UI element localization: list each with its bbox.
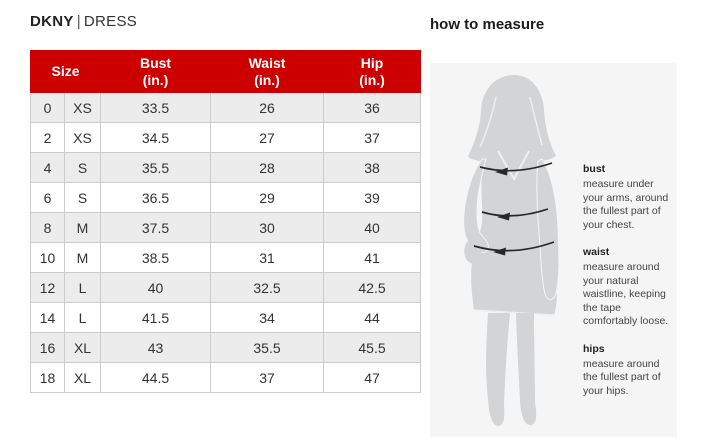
waist-description: measure around your natural waistline, k… [583, 261, 669, 327]
size-row: 6 S 36.5 29 39 [30, 182, 422, 213]
cell-bust: 36.5 [100, 182, 212, 213]
cell-size-num: 18 [30, 362, 65, 393]
bust-section: bust measure under your arms, around the… [583, 163, 673, 232]
cell-size-num: 2 [30, 122, 65, 153]
cell-size-abbr: L [63, 272, 102, 303]
hips-label: hips [583, 342, 605, 355]
waist-arrow-icon [481, 208, 549, 221]
cell-waist: 27 [210, 122, 325, 153]
size-row: 18 XL 44.5 37 47 [30, 362, 422, 393]
cell-size-abbr: M [63, 242, 102, 273]
cell-size-num: 6 [30, 182, 65, 213]
cell-waist: 30 [210, 212, 325, 243]
cell-size-abbr: XL [63, 332, 102, 363]
cell-size-abbr: M [63, 212, 102, 243]
cell-size-num: 10 [30, 242, 65, 273]
cell-waist: 29 [210, 182, 325, 213]
col-header-hip-unit: (in.) [359, 71, 385, 88]
hips-description: measure around the fullest part of your … [583, 357, 661, 397]
cell-waist: 26 [210, 92, 325, 123]
cell-hip: 39 [323, 182, 422, 213]
cell-hip: 38 [323, 152, 422, 183]
waist-section: waist measure around your natural waistl… [583, 246, 673, 329]
table-header-row: Size Bust (in.) Waist (in.) Hip (in.) [29, 50, 422, 93]
cell-bust: 44.5 [100, 362, 212, 393]
brand-name: DKNY [30, 13, 74, 30]
title-separator: | [76, 13, 81, 30]
cell-size-abbr: XL [63, 362, 102, 393]
cell-bust: 41.5 [100, 302, 212, 333]
col-header-hip-label: Hip [360, 54, 384, 71]
size-row: 2 XS 34.5 27 37 [30, 122, 422, 153]
cell-hip: 36 [323, 92, 422, 123]
cell-size-num: 14 [30, 302, 65, 333]
cell-bust: 37.5 [100, 212, 212, 243]
cell-bust: 33.5 [100, 92, 212, 123]
col-header-bust-unit: (in.) [142, 71, 169, 88]
size-chart-table: Size Bust (in.) Waist (in.) Hip (in.) 0 … [29, 50, 422, 393]
col-header-bust-label: Bust [139, 54, 172, 71]
cell-bust: 35.5 [100, 152, 212, 183]
cell-size-num: 8 [30, 212, 65, 243]
cell-size-abbr: L [63, 302, 102, 333]
cell-size-abbr: XS [63, 92, 102, 123]
cell-bust: 43 [100, 332, 212, 363]
bust-description: measure under your arms, around the full… [583, 178, 669, 231]
cell-hip: 41 [323, 242, 422, 273]
waist-label: waist [583, 246, 610, 258]
hips-arrow-icon [473, 241, 555, 256]
size-row: 14 L 41.5 34 44 [30, 302, 422, 333]
cell-hip: 37 [323, 122, 422, 153]
product-name: DRESS [83, 13, 138, 30]
cell-waist: 35.5 [210, 332, 325, 363]
cell-waist: 31 [210, 242, 325, 273]
cell-bust: 40 [100, 272, 212, 303]
cell-size-abbr: S [63, 182, 102, 213]
cell-waist: 37 [210, 362, 325, 393]
cell-size-num: 4 [30, 152, 65, 183]
measure-instructions: bust measure under your arms, around the… [583, 163, 673, 412]
size-row: 0 XS 33.5 26 36 [30, 92, 422, 123]
cell-hip: 40 [323, 212, 422, 243]
cell-waist: 34 [210, 302, 325, 333]
woman-silhouette-icon [463, 75, 560, 426]
bust-label: bust [583, 163, 606, 175]
page-title: DKNY | DRESS [30, 13, 137, 30]
col-header-hip: Hip (in.) [323, 50, 422, 93]
col-header-waist-unit: (in.) [254, 71, 280, 88]
cell-size-num: 16 [30, 332, 65, 363]
col-header-size: Size [29, 50, 102, 93]
cell-waist: 28 [210, 152, 325, 183]
cell-size-abbr: XS [63, 122, 102, 153]
size-row: 12 L 40 32.5 42.5 [30, 272, 422, 303]
cell-bust: 38.5 [100, 242, 212, 273]
cell-hip: 44 [323, 302, 422, 333]
col-header-waist-label: Waist [248, 54, 286, 71]
cell-hip: 42.5 [323, 272, 422, 303]
col-header-bust: Bust (in.) [100, 50, 212, 93]
cell-size-num: 12 [30, 272, 65, 303]
size-row: 10 M 38.5 31 41 [30, 242, 422, 273]
how-to-measure-heading: how to measure [430, 16, 545, 33]
cell-bust: 34.5 [100, 122, 212, 153]
size-row: 8 M 37.5 30 40 [30, 212, 422, 243]
cell-waist: 32.5 [210, 272, 325, 303]
col-header-waist: Waist (in.) [210, 50, 325, 93]
how-to-measure-panel: bust measure under your arms, around the… [430, 63, 677, 437]
hips-section: hips measure around the fullest part of … [583, 343, 673, 399]
bust-arrow-icon [479, 162, 553, 176]
size-row: 16 XL 43 35.5 45.5 [30, 332, 422, 363]
size-row: 4 S 35.5 28 38 [30, 152, 422, 183]
cell-hip: 45.5 [323, 332, 422, 363]
cell-hip: 47 [323, 362, 422, 393]
cell-size-abbr: S [63, 152, 102, 183]
cell-size-num: 0 [30, 92, 65, 123]
